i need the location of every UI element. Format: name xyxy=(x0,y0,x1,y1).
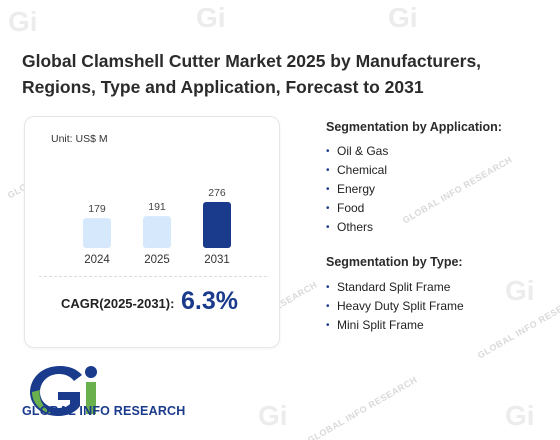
watermark-logo: Gi xyxy=(388,2,418,33)
watermark-logo: Gi xyxy=(505,275,535,306)
watermark-logo: Gi xyxy=(8,6,38,37)
application-item-label: Energy xyxy=(337,182,376,196)
bullet-icon: • xyxy=(326,165,330,176)
type-item: • Heavy Duty Split Frame xyxy=(326,297,464,316)
watermark-text: GLOBAL INFO RESEARCH xyxy=(305,374,419,440)
category-label: 2024 xyxy=(84,254,110,266)
divider xyxy=(39,276,267,277)
brand-logo-icon xyxy=(30,366,97,416)
brand-name: GLOBAL INFO RESEARCH xyxy=(22,404,186,418)
watermark-logo: Gi xyxy=(258,400,288,431)
application-item: • Energy xyxy=(326,180,388,199)
application-item-label: Food xyxy=(337,201,365,215)
page-title: Global Clamshell Cutter Market 2025 by M… xyxy=(22,48,542,100)
category-label: 2025 xyxy=(144,254,170,266)
value-label: 276 xyxy=(208,187,226,199)
bar-2024 xyxy=(83,218,111,248)
bar-chart: 179 2024 191 2025 276 2031 xyxy=(83,187,231,266)
value-label: 179 xyxy=(88,203,106,215)
application-item: • Oil & Gas xyxy=(326,142,388,161)
value-label: 191 xyxy=(148,201,166,213)
application-item-label: Chemical xyxy=(337,163,388,177)
bar-2025 xyxy=(143,216,171,248)
application-title: Segmentation by Application: xyxy=(326,120,502,134)
unit-label: Unit: US$ M xyxy=(51,133,108,145)
type-item: • Mini Split Frame xyxy=(326,316,464,335)
bullet-icon: • xyxy=(326,184,330,195)
watermark-logo: Gi xyxy=(505,400,535,431)
type-item-label: Mini Split Frame xyxy=(337,318,424,332)
watermark-text: GLOBAL INFO RESEARCH xyxy=(400,154,514,226)
bullet-icon: • xyxy=(326,301,330,312)
cagr-label: CAGR(2025-2031): xyxy=(61,296,175,311)
bar-2031 xyxy=(203,202,231,248)
application-item: • Others xyxy=(326,218,388,237)
bullet-icon: • xyxy=(326,222,330,233)
application-item-label: Others xyxy=(337,220,374,234)
type-list: • Standard Split Frame • Heavy Duty Split F… xyxy=(326,278,464,335)
title-line-2: Regions, Type and Application, Forecast … xyxy=(22,77,424,97)
bullet-icon: • xyxy=(326,146,330,157)
chart-card: Unit: US$ M 179 2024 191 2025 276 2031 CAGR(2… xyxy=(24,116,280,348)
bullet-icon: • xyxy=(326,320,330,331)
application-item-label: Oil & Gas xyxy=(337,144,389,158)
application-item: • Chemical xyxy=(326,161,388,180)
type-item-label: Standard Split Frame xyxy=(337,280,451,294)
category-label: 2031 xyxy=(204,254,230,266)
application-list: • Oil & Gas • Chemical • Energy • Food • Others xyxy=(326,142,388,237)
bullet-icon: • xyxy=(326,282,330,293)
type-title: Segmentation by Type: xyxy=(326,255,463,269)
application-item: • Food xyxy=(326,199,388,218)
cagr-value: 6.3% xyxy=(181,287,238,315)
type-item-label: Heavy Duty Split Frame xyxy=(337,299,464,313)
type-item: • Standard Split Frame xyxy=(326,278,464,297)
title-line-1: Global Clamshell Cutter Market 2025 by M… xyxy=(22,51,482,71)
watermark-logo: Gi xyxy=(196,2,226,33)
bullet-icon: • xyxy=(326,203,330,214)
